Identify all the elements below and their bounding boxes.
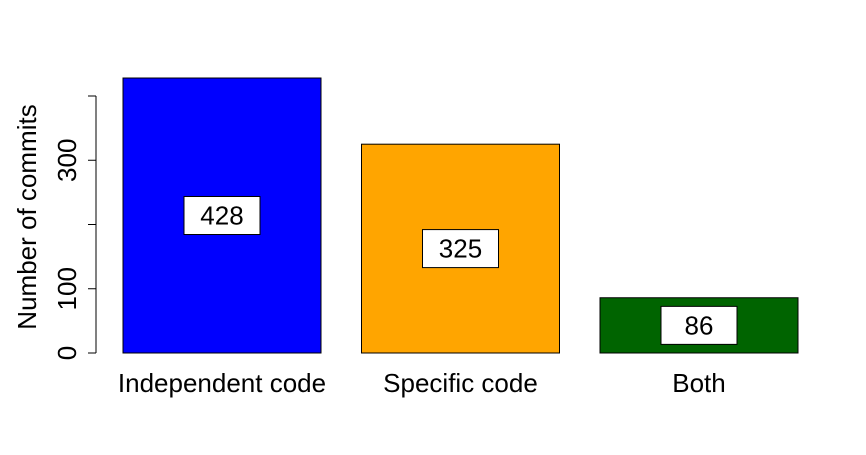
data-label: 86 [685,310,714,340]
x-tick-label: Independent code [118,368,326,398]
y-axis-label: Number of commits [12,104,42,329]
y-axis: 0 100 300 [52,96,96,360]
y-tick-label: 0 [52,346,82,360]
data-label: 325 [439,234,482,264]
x-tick-label: Specific code [383,368,538,398]
x-axis-labels: Independent code Specific code Both [118,368,726,398]
x-tick-label: Both [672,368,726,398]
data-label: 428 [200,201,243,231]
y-tick-label: 300 [52,139,82,182]
y-tick-label: 100 [52,267,82,310]
